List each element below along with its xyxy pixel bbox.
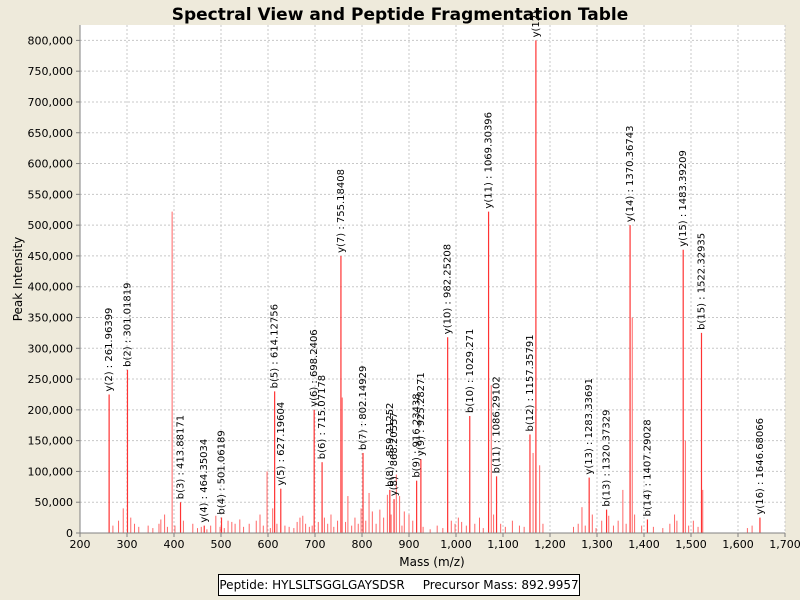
x-tick-label: 700 (305, 538, 326, 551)
y-tick-label: 700,000 (28, 96, 74, 109)
peak-label: y(9) : 925.28271 (416, 372, 427, 456)
peak-label: y(6) : 698.2406 (309, 329, 320, 407)
peptide-legend: Peptide: HYLSLTSGGLGAYSDSR Precursor Mas… (218, 574, 580, 596)
peak-label: b(14) : 1407.29028 (642, 419, 653, 516)
peak-label: b(2) : 301.01819 (122, 282, 133, 366)
x-tick-label: 1,200 (534, 538, 566, 551)
x-tick-label: 1,100 (487, 538, 519, 551)
x-tick-label: 900 (399, 538, 420, 551)
peak-label: y(16) : 1646.68066 (755, 418, 766, 515)
x-axis-label: Mass (m/z) (399, 555, 464, 569)
axis-layer: 200 300 400 500 600 700 800 900 1,000 1,100 1,200 1… (28, 25, 800, 551)
x-tick-label: 500 (211, 538, 232, 551)
y-tick-label: 650,000 (28, 127, 74, 140)
peak-label: b(15) : 1522.32935 (696, 233, 707, 330)
peak-label: b(10) : 1029.271 (465, 329, 476, 413)
y-tick-label: 250,000 (28, 373, 74, 386)
peak-label: b(8) : 859.21252 (385, 403, 396, 487)
y-tick-label: 100,000 (28, 465, 74, 478)
plot-area (80, 25, 785, 533)
x-tick-label: 1,700 (769, 538, 800, 551)
y-tick-label: 750,000 (28, 65, 74, 78)
peak-layer (108, 40, 761, 533)
y-tick-label: 150,000 (28, 435, 74, 448)
y-tick-label: 550,000 (28, 188, 74, 201)
y-tick-label: 50,000 (35, 496, 74, 509)
peak-label: b(7) : 802.14929 (358, 366, 369, 450)
x-tick-label: 1,400 (628, 538, 660, 551)
y-tick-label: 450,000 (28, 250, 74, 263)
x-tick-label: 1,300 (581, 538, 613, 551)
peak-label: b(3) : 413.88171 (176, 415, 187, 499)
peak-label: b(5) : 614.12756 (270, 304, 281, 388)
peak-label: y(5) : 627.19604 (276, 402, 287, 486)
peak-label: b(6) : 715.07178 (317, 375, 328, 459)
peak-label: b(13) : 1320.37329 (602, 410, 613, 507)
x-tick-label: 1,600 (722, 538, 754, 551)
x-tick-label: 200 (70, 538, 91, 551)
peptide-sequence: Peptide: HYLSLTSGGLGAYSDSR (219, 578, 405, 592)
y-tick-label: 500,000 (28, 219, 74, 232)
x-tick-label: 1,500 (675, 538, 707, 551)
peak-label: y(7) : 755.18408 (336, 169, 347, 253)
y-tick-label: 300,000 (28, 342, 74, 355)
peak-label: y(15) : 1483.39209 (678, 150, 689, 247)
y-tick-label: 350,000 (28, 311, 74, 324)
peak-label: b(9) : 916.23438 (412, 393, 423, 477)
y-tick-label: 200,000 (28, 404, 74, 417)
peak-label: y(14) : 1370.36743 (625, 125, 636, 222)
peak-label-layer: y(2) : 261.96399 b(2) : 301.01819 b(3) : 4… (104, 11, 766, 523)
y-tick-label: 0 (66, 527, 73, 540)
peak-label: y(2) : 261.96399 (104, 308, 115, 392)
peak-label: y(10) : 982.25208 (443, 244, 454, 334)
y-tick-label: 800,000 (28, 34, 74, 47)
peak-label: y(4) : 464.35034 (199, 439, 210, 523)
chart-title: Spectral View and Peptide Fragmentation … (172, 5, 629, 25)
x-tick-label: 400 (164, 538, 185, 551)
y-tick-label: 400,000 (28, 281, 74, 294)
peak-label: y(12) (531, 11, 542, 38)
y-axis-label: Peak Intensity (11, 237, 25, 322)
x-tick-label: 800 (352, 538, 373, 551)
peak-label: y(11) : 1069.30396 (484, 112, 495, 209)
x-tick-label: 600 (258, 538, 279, 551)
x-tick-label: 300 (117, 538, 138, 551)
peak-label: y(8) : 868.20557 (389, 412, 400, 496)
y-tick-label: 600,000 (28, 158, 74, 171)
peak-label: b(11) : 1086.29102 (492, 376, 503, 473)
x-tick-label: 1,000 (440, 538, 472, 551)
precursor-mass: Precursor Mass: 892.9957 (422, 578, 579, 592)
peak-label: b(4) : 501.06189 (216, 430, 227, 514)
peak-label: b(12) : 1157.35791 (525, 334, 536, 431)
peak-label: y(13) : 1283.33691 (584, 378, 595, 475)
